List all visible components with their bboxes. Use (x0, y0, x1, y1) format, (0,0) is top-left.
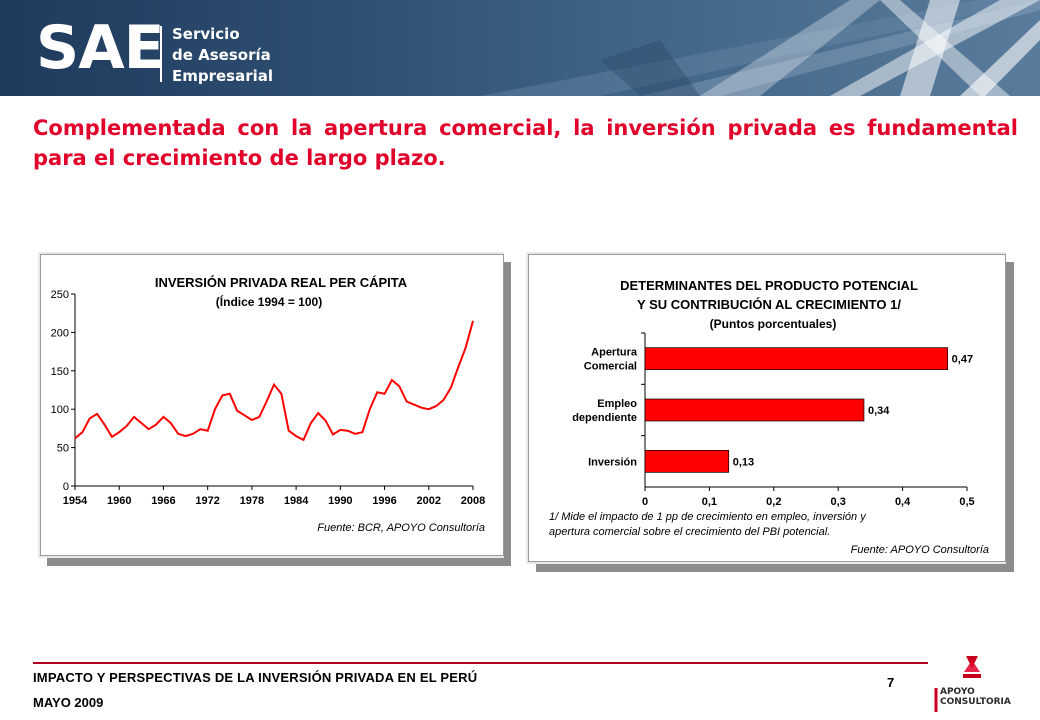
left-x-tick-label: 2002 (417, 495, 441, 507)
bar-category-label: Comercial (584, 361, 637, 373)
logo-line-3: Empresarial (172, 67, 274, 85)
page-number: 7 (887, 675, 895, 690)
left-x-tick-label: 1984 (284, 495, 309, 507)
banner-light-rays (480, 0, 1040, 96)
left-chart-source: Fuente: BCR, APOYO Consultoría (317, 522, 485, 534)
right-chart-subtitle: (Puntos porcentuales) (710, 317, 837, 331)
logo-line-2: de Asesoría (172, 46, 271, 64)
bar (644, 347, 949, 371)
bar-category-label: Inversión (588, 456, 637, 468)
left-x-tick-label: 1978 (240, 495, 264, 507)
logo-line-1: Servicio (172, 25, 240, 43)
left-x-tick-label: 1954 (63, 495, 88, 507)
bar-category-label: dependiente (572, 412, 637, 424)
left-y-tick-label: 50 (57, 443, 69, 455)
left-chart-frame: INVERSIÓN PRIVADA REAL PER CÁPITA (Índic… (40, 254, 504, 556)
apoyo-logo-line-2: CONSULTORIA (940, 697, 1011, 707)
header-banner: SAE Servicio de Asesoría Empresarial (0, 0, 1040, 96)
right-chart-title-2: Y SU CONTRIBUCIÓN AL CRECIMIENTO 1/ (637, 297, 901, 312)
left-x-tick-label: 1996 (372, 495, 396, 507)
right-x-tick-label: 0 (642, 496, 648, 508)
right-x-tick-label: 0,1 (702, 496, 717, 508)
left-y-tick-label: 150 (51, 366, 69, 378)
apoyo-logo-text: APOYO CONSULTORIA (940, 687, 1011, 707)
left-x-tick-label: 1960 (107, 495, 131, 507)
right-x-tick-label: 0,5 (959, 496, 974, 508)
bar-value-label: 0,13 (733, 456, 754, 468)
left-x-tick-label: 2008 (461, 495, 485, 507)
apoyo-logo-line-1: APOYO (940, 687, 975, 697)
apoyo-logo-icon (934, 656, 981, 712)
right-chart-source: Fuente: APOYO Consultoría (851, 544, 989, 556)
left-y-tick-label: 0 (63, 481, 69, 493)
right-chart-frame: DETERMINANTES DEL PRODUCTO POTENCIAL Y S… (528, 254, 1006, 562)
left-y-tick-label: 200 (51, 327, 69, 339)
logo-subtitle: Servicio de Asesoría Empresarial (172, 24, 273, 87)
bar-value-label: 0,47 (952, 354, 973, 366)
bar (644, 449, 730, 473)
right-chart-note-2: apertura comercial sobre el crecimiento … (549, 526, 830, 538)
left-chart-title: INVERSIÓN PRIVADA REAL PER CÁPITA (155, 275, 408, 290)
left-y-tick-label: 100 (51, 404, 69, 416)
bar-category-label: Apertura (591, 347, 638, 359)
left-chart-subtitle: (Índice 1994 = 100) (216, 294, 322, 309)
footer-date: MAYO 2009 (33, 695, 104, 710)
sae-logo: SAE (36, 13, 165, 83)
footer-title: IMPACTO Y PERSPECTIVAS DE LA INVERSIÓN P… (33, 670, 478, 685)
right-chart-title-1: DETERMINANTES DEL PRODUCTO POTENCIAL (620, 278, 918, 293)
investment-series-line (74, 320, 474, 442)
logo-divider (160, 26, 162, 82)
bar-value-label: 0,34 (868, 405, 890, 417)
left-y-tick-label: 250 (51, 289, 69, 301)
slide-title: Complementada con la apertura comercial,… (33, 116, 1018, 170)
left-x-tick-label: 1966 (151, 495, 175, 507)
right-chart-note-1: 1/ Mide el impacto de 1 pp de crecimient… (549, 511, 867, 523)
bar-category-label: Empleo (597, 398, 637, 410)
right-x-tick-label: 0,3 (831, 496, 846, 508)
left-x-tick-label: 1972 (195, 495, 219, 507)
determinants-bar-chart: DETERMINANTES DEL PRODUCTO POTENCIAL Y S… (549, 278, 989, 556)
right-x-tick-label: 0,4 (895, 496, 911, 508)
left-x-tick-label: 1990 (328, 495, 352, 507)
footer-divider (33, 662, 928, 664)
bar (644, 398, 865, 422)
right-x-tick-label: 0,2 (766, 496, 781, 508)
investment-line-chart: INVERSIÓN PRIVADA REAL PER CÁPITA (Índic… (51, 275, 486, 534)
